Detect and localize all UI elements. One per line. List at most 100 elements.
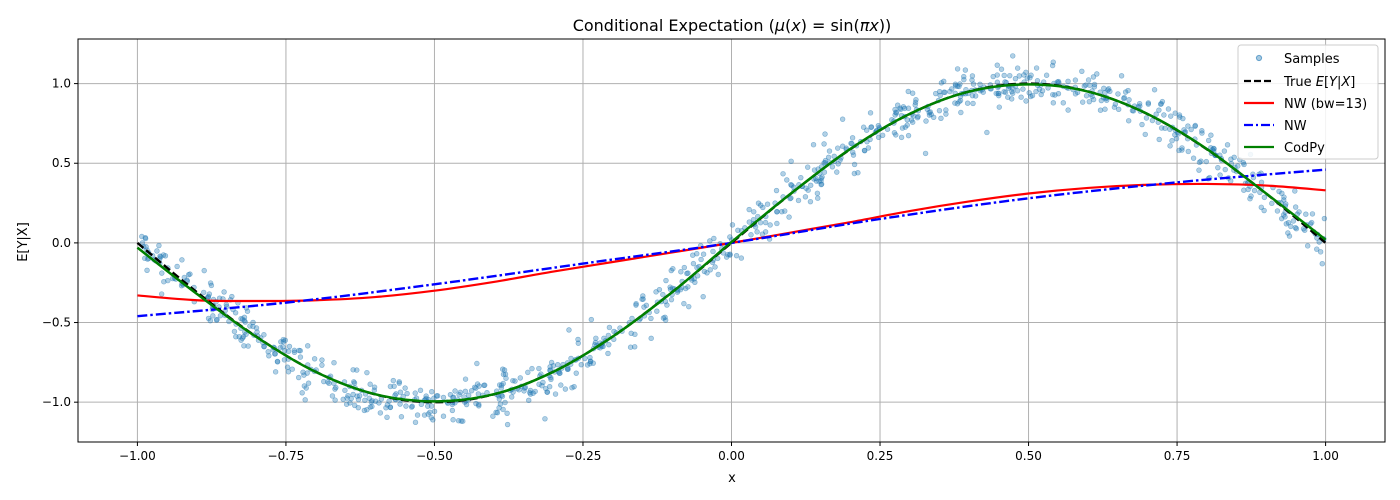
sample-point bbox=[241, 317, 248, 324]
sample-point bbox=[476, 403, 482, 409]
sample-point bbox=[364, 369, 370, 376]
y-tick-label: 1.0 bbox=[52, 77, 71, 91]
sample-point bbox=[449, 407, 456, 414]
sample-point bbox=[409, 403, 415, 409]
x-tick-label: 1.00 bbox=[1312, 449, 1339, 463]
sample-point bbox=[711, 235, 717, 242]
sample-point bbox=[1111, 104, 1118, 110]
sample-point bbox=[347, 400, 353, 406]
sample-point bbox=[303, 385, 309, 391]
sample-point bbox=[685, 284, 691, 290]
sample-point bbox=[1303, 211, 1309, 217]
sample-point bbox=[452, 388, 458, 394]
x-tick-label: −0.50 bbox=[416, 449, 453, 463]
sample-point bbox=[952, 81, 959, 87]
sample-point bbox=[813, 178, 820, 184]
sample-point bbox=[429, 389, 435, 395]
sample-point bbox=[1094, 71, 1100, 77]
sample-point bbox=[954, 83, 960, 89]
sample-point bbox=[332, 397, 338, 403]
sample-point bbox=[296, 347, 302, 354]
sample-point bbox=[700, 293, 706, 300]
sample-point bbox=[1290, 218, 1297, 224]
sample-point bbox=[875, 134, 882, 141]
sample-point bbox=[1304, 243, 1311, 249]
sample-point bbox=[1139, 121, 1145, 128]
sample-point bbox=[238, 337, 244, 343]
sample-point bbox=[575, 336, 581, 343]
sample-point bbox=[667, 284, 673, 290]
sample-point bbox=[773, 187, 780, 194]
sample-point bbox=[1208, 132, 1214, 138]
sample-point bbox=[548, 374, 554, 381]
legend-label-samples: Samples bbox=[1284, 52, 1340, 67]
sample-point bbox=[181, 274, 188, 281]
sample-point bbox=[282, 347, 288, 354]
sample-point bbox=[450, 417, 456, 423]
sample-point bbox=[704, 270, 710, 276]
sample-point bbox=[1176, 112, 1183, 118]
sample-point bbox=[851, 161, 858, 168]
sample-point bbox=[1028, 93, 1034, 100]
sample-point bbox=[1309, 211, 1316, 217]
sample-point bbox=[1156, 136, 1162, 143]
sample-point bbox=[396, 379, 402, 385]
sample-point bbox=[829, 164, 836, 170]
sample-point bbox=[503, 375, 509, 381]
sample-point bbox=[582, 355, 588, 362]
sample-point bbox=[784, 177, 790, 183]
sample-point bbox=[393, 391, 399, 397]
sample-point bbox=[904, 122, 910, 128]
sample-point bbox=[558, 382, 564, 388]
sample-point bbox=[425, 403, 431, 409]
sample-point bbox=[1203, 158, 1210, 165]
sample-point bbox=[428, 403, 435, 409]
sample-point bbox=[1125, 118, 1132, 124]
sample-point bbox=[440, 394, 447, 401]
sample-point bbox=[387, 383, 394, 390]
sample-point bbox=[1314, 246, 1320, 252]
sample-point bbox=[319, 362, 325, 368]
sample-point bbox=[266, 353, 272, 359]
sample-point bbox=[272, 351, 278, 357]
sample-point bbox=[1012, 75, 1019, 82]
legend-box bbox=[1237, 44, 1379, 160]
sample-point bbox=[694, 250, 700, 257]
title-prefix: Conditional Expectation ( bbox=[573, 16, 775, 35]
sample-point bbox=[1143, 115, 1150, 121]
sample-point bbox=[498, 385, 505, 391]
sample-point bbox=[1177, 114, 1183, 120]
sample-point bbox=[994, 62, 1000, 68]
sample-point bbox=[578, 361, 584, 368]
legend-label-codpy: CodPy bbox=[1284, 141, 1325, 156]
sample-point bbox=[757, 220, 764, 226]
sample-point bbox=[1121, 94, 1127, 101]
sample-point bbox=[861, 147, 868, 154]
sample-point bbox=[1115, 91, 1121, 97]
sample-point bbox=[261, 343, 267, 350]
sample-point bbox=[995, 90, 1001, 97]
sample-point bbox=[500, 380, 506, 387]
x-ticks: −1.00 −0.75 −0.50 −0.25 0.00 0.25 0.50 0.75 1.00 bbox=[119, 442, 1339, 463]
sample-point bbox=[517, 375, 523, 381]
sample-point bbox=[1169, 138, 1175, 144]
sample-point bbox=[1105, 86, 1112, 92]
x-tick-label: 0.75 bbox=[1164, 449, 1191, 463]
sample-point bbox=[1149, 117, 1156, 124]
sample-point bbox=[299, 390, 305, 396]
sample-point bbox=[1196, 159, 1203, 166]
sample-point bbox=[210, 313, 216, 319]
sample-point bbox=[1052, 92, 1058, 98]
sample-point bbox=[957, 97, 964, 104]
sample-point bbox=[285, 369, 292, 375]
sample-point bbox=[396, 380, 402, 386]
sample-point bbox=[1118, 73, 1125, 79]
sample-point bbox=[244, 308, 251, 314]
sample-point bbox=[1033, 65, 1040, 71]
sample-point bbox=[544, 389, 551, 395]
sample-point bbox=[839, 143, 846, 149]
sample-point bbox=[474, 360, 480, 367]
sample-point bbox=[1023, 69, 1029, 76]
sample-point bbox=[754, 229, 760, 235]
